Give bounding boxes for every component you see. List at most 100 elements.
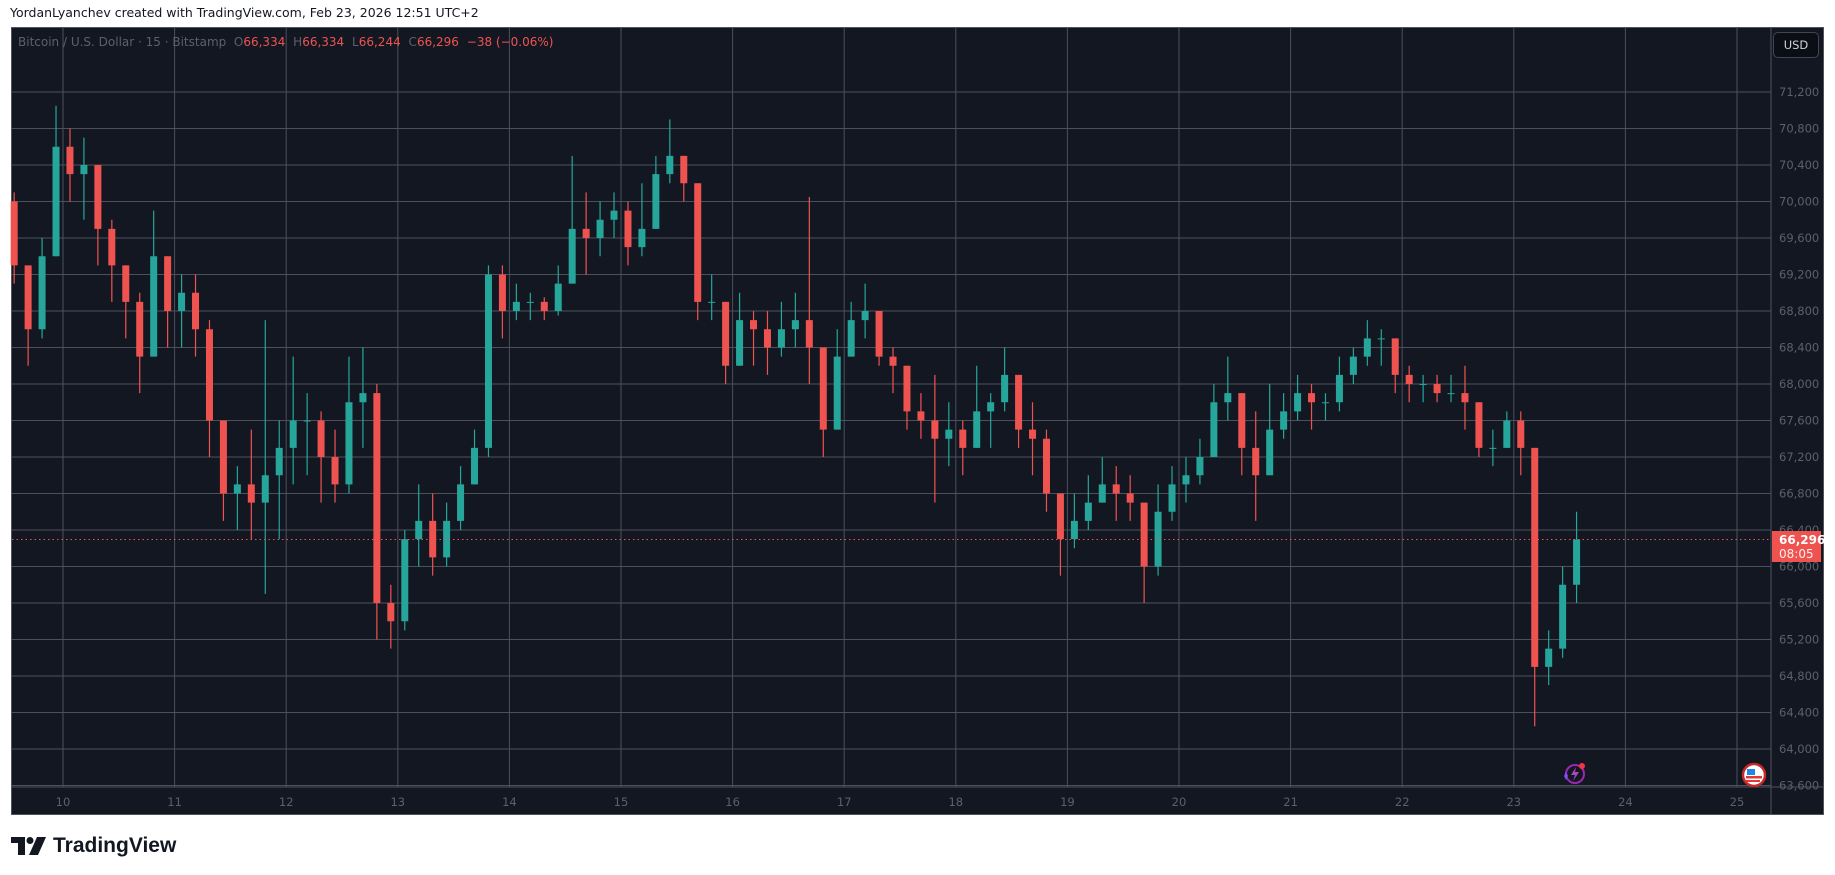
candle-body: [233, 484, 241, 494]
candle-body: [987, 402, 995, 412]
candle-body: [10, 201, 18, 266]
candle-body: [108, 228, 116, 266]
candle-body: [638, 228, 646, 248]
y-tick-label: 68,400: [1779, 341, 1819, 355]
high-value: 66,334: [302, 35, 345, 49]
candle-body: [219, 420, 227, 494]
candle-body: [1405, 374, 1413, 384]
candle-body: [303, 420, 311, 422]
candle-body: [345, 402, 353, 485]
x-tick-label: 25: [1730, 795, 1745, 809]
x-tick-label: 14: [502, 795, 517, 809]
y-tick-label: 64,400: [1779, 706, 1819, 720]
candle-body: [1001, 374, 1009, 403]
candle-body: [777, 329, 785, 348]
open-label: O: [233, 35, 244, 49]
currency-button[interactable]: USD: [1773, 32, 1819, 58]
candle-body: [24, 265, 32, 330]
y-tick-label: 65,200: [1779, 633, 1819, 647]
candle-body: [1545, 648, 1553, 667]
candle-body: [1224, 393, 1232, 403]
candle-body: [178, 292, 186, 311]
candle-body: [38, 256, 46, 330]
candle-body: [275, 447, 283, 476]
candle-body: [610, 210, 618, 220]
us-flag-icon[interactable]: [1741, 762, 1767, 788]
candle-body: [457, 484, 465, 521]
candle-body: [1363, 338, 1371, 357]
candle-body: [205, 329, 213, 421]
y-tick-label: 69,200: [1779, 268, 1819, 282]
x-tick-label: 21: [1283, 795, 1298, 809]
candle-body: [791, 320, 799, 330]
candle-body: [1182, 475, 1190, 485]
y-tick-label: 67,600: [1779, 414, 1819, 428]
bar-countdown: 08:05: [1779, 547, 1814, 561]
candle-body: [1503, 420, 1511, 448]
y-tick-label: 64,800: [1779, 669, 1819, 683]
candle-body: [331, 457, 339, 485]
candle-body: [1029, 429, 1037, 439]
candle-body: [429, 520, 437, 558]
candle-body: [164, 256, 172, 311]
candle-body: [192, 292, 200, 330]
candle-body: [1433, 384, 1441, 394]
candle-body: [805, 320, 813, 348]
candle-body: [415, 520, 423, 540]
candle-body: [554, 283, 562, 311]
lightning-icon[interactable]: [1560, 762, 1588, 786]
candle-body: [1308, 393, 1316, 403]
symbol-name[interactable]: Bitcoin / U.S. Dollar · 15 · Bitstamp: [18, 35, 227, 49]
candle-body: [763, 329, 771, 348]
x-tick-label: 23: [1506, 795, 1521, 809]
candle-body: [1210, 402, 1218, 457]
x-tick-label: 10: [56, 795, 71, 809]
brand-name: TradingView: [53, 834, 177, 857]
candle-body: [52, 146, 60, 257]
tradingview-logo[interactable]: TradingView: [11, 834, 176, 858]
candle-body: [1140, 502, 1148, 567]
tradingview-logo-icon: [11, 837, 46, 855]
y-tick-label: 67,200: [1779, 450, 1819, 464]
y-tick-label: 70,400: [1779, 158, 1819, 172]
high-label: H: [293, 35, 303, 49]
candle-body: [1252, 447, 1260, 476]
candle-body: [1196, 457, 1204, 476]
candle-body: [66, 146, 74, 175]
x-tick-label: 17: [837, 795, 852, 809]
symbol-legend: Bitcoin / U.S. Dollar · 15 · Bitstamp O 6…: [18, 35, 557, 49]
gridlines: [12, 28, 1771, 787]
candle-body: [1377, 338, 1385, 340]
candle-body: [1238, 393, 1246, 448]
y-tick-label: 70,000: [1779, 195, 1819, 209]
candle-body: [1573, 539, 1581, 585]
y-tick-label: 64,000: [1779, 742, 1819, 756]
candle-body: [1321, 402, 1329, 404]
candle-body: [401, 539, 409, 622]
candles: [10, 105, 1581, 727]
low-label: L: [352, 35, 359, 49]
x-tick-label: 24: [1618, 795, 1633, 809]
change-value: −38 (−0.06%): [466, 35, 554, 49]
candle-body: [1475, 402, 1483, 448]
candle-body: [736, 320, 744, 366]
candle-body: [261, 475, 269, 503]
candle-body: [373, 393, 381, 603]
candle-body: [512, 301, 520, 311]
candle-body: [931, 420, 939, 439]
candle-body: [1266, 429, 1274, 476]
last-price-value: 66,296: [1779, 533, 1826, 547]
y-tick-label: 69,600: [1779, 231, 1819, 245]
candle-body: [582, 228, 590, 238]
candle-body: [1391, 338, 1399, 375]
x-tick-label: 18: [948, 795, 963, 809]
candle-body: [317, 420, 325, 457]
y-tick-label: 68,000: [1779, 377, 1819, 391]
candle-body: [819, 347, 827, 430]
close-label: C: [408, 35, 417, 49]
candle-body: [1112, 484, 1120, 494]
candle-body: [889, 356, 897, 366]
x-tick-label: 12: [279, 795, 294, 809]
candle-body: [1015, 374, 1023, 430]
